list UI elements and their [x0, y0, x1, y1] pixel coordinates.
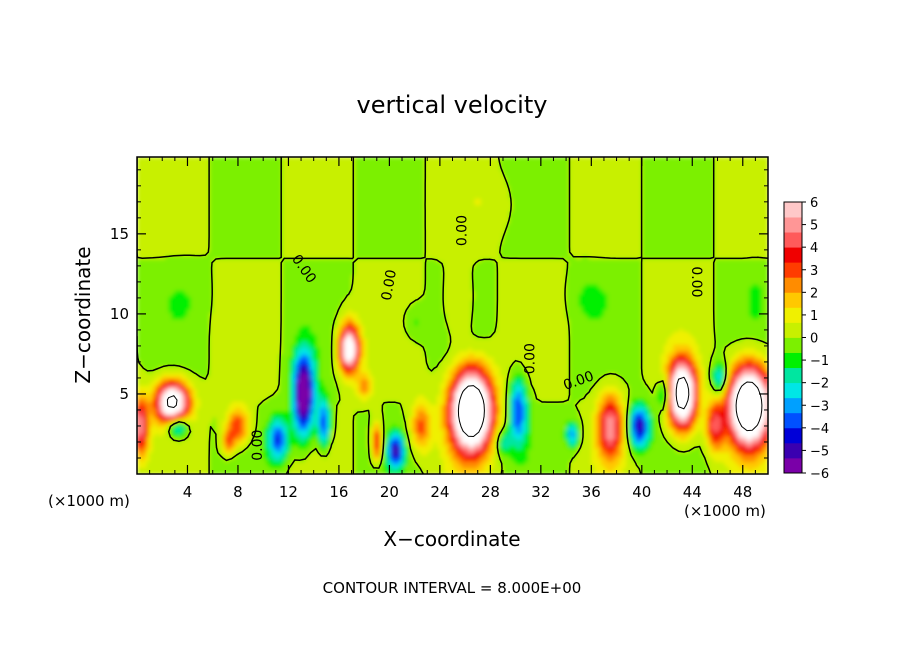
colorbar-label: 1 — [810, 309, 818, 324]
colorbar-label: −4 — [810, 422, 829, 437]
colorbar-label: 5 — [810, 219, 818, 234]
colorbar-swatch — [784, 428, 802, 443]
velocity-field — [137, 157, 769, 475]
x-axis-label: X−coordinate — [383, 527, 520, 551]
x-tick-label: 4 — [183, 483, 193, 501]
colorbar-swatch — [784, 353, 802, 368]
chart-title: vertical velocity — [357, 91, 548, 119]
contour-label: 0.00 — [688, 266, 704, 297]
colorbar-label: −2 — [810, 377, 829, 392]
x-tick-label: 48 — [733, 483, 752, 501]
colorbar-swatch — [784, 232, 802, 247]
colorbar-swatch — [784, 247, 802, 262]
x-tick-label: 32 — [531, 483, 550, 501]
colorbar-label: −1 — [810, 354, 829, 369]
colorbar: 6 5 4 3 2 1 0 −1 −2 −3 −4 −5 −6 — [784, 196, 829, 482]
colorbar-label: −3 — [810, 399, 829, 414]
x-unit-right: (×1000 m) — [684, 502, 766, 520]
contour-label: 0.00 — [455, 215, 471, 246]
colorbar-label: −5 — [810, 444, 829, 459]
x-tick-label: 20 — [380, 483, 399, 501]
x-unit-left: (×1000 m) — [48, 492, 130, 510]
y-tick-label: 15 — [110, 225, 129, 243]
y-tick-label: 10 — [110, 305, 129, 323]
contour-label: 0.00 — [523, 343, 539, 374]
y-tick-label: 5 — [119, 385, 129, 403]
colorbar-swatch — [784, 338, 802, 353]
chart-svg: vertical velocity 0.000.000.000.000.000.… — [0, 0, 904, 654]
colorbar-swatch — [784, 368, 802, 383]
colorbar-swatch — [784, 307, 802, 322]
colorbar-swatch — [784, 202, 802, 217]
y-axis-label: Z−coordinate — [71, 246, 95, 383]
colorbar-label: −6 — [810, 467, 829, 482]
colorbar-label: 6 — [810, 196, 818, 211]
x-tick-label: 24 — [430, 483, 449, 501]
x-tick-label: 40 — [632, 483, 651, 501]
x-tick-label: 28 — [481, 483, 500, 501]
colorbar-swatch — [784, 292, 802, 307]
colorbar-swatch — [784, 398, 802, 413]
contour-label: 0.00 — [250, 430, 266, 461]
colorbar-label: 0 — [810, 332, 818, 347]
colorbar-swatch — [784, 277, 802, 292]
x-tick-label: 16 — [329, 483, 348, 501]
plot-area — [137, 157, 769, 475]
colorbar-swatch — [784, 322, 802, 337]
colorbar-swatch — [784, 413, 802, 428]
colorbar-label: 4 — [810, 241, 818, 256]
colorbar-label: 2 — [810, 286, 818, 301]
x-tick-label: 8 — [233, 483, 243, 501]
colorbar-swatch — [784, 383, 802, 398]
colorbar-swatch — [784, 458, 802, 473]
x-tick-label: 36 — [582, 483, 601, 501]
colorbar-swatch — [784, 217, 802, 232]
chart-figure: vertical velocity 0.000.000.000.000.000.… — [0, 0, 904, 654]
colorbar-swatch — [784, 443, 802, 458]
colorbar-swatch — [784, 262, 802, 277]
x-tick-label: 12 — [279, 483, 298, 501]
contour-interval-footer: CONTOUR INTERVAL = 8.000E+00 — [323, 579, 582, 597]
x-tick-label: 44 — [683, 483, 702, 501]
colorbar-label: 3 — [810, 264, 818, 279]
